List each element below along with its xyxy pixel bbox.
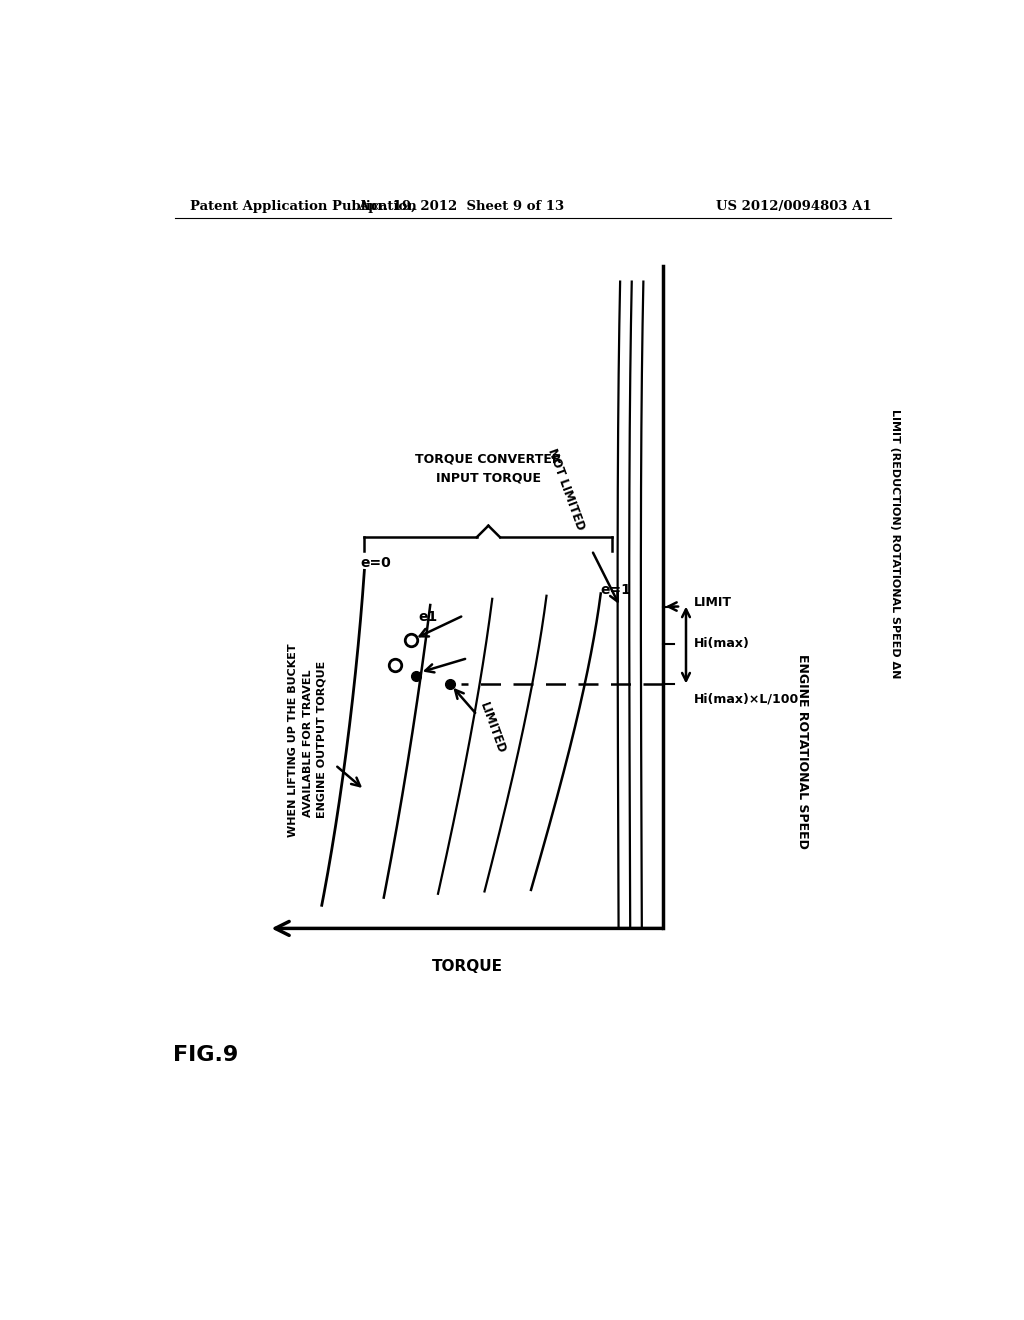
Text: AVAILABLE FOR TRAVEL: AVAILABLE FOR TRAVEL [303,669,312,817]
Text: TORQUE: TORQUE [431,960,503,974]
Text: Hi(max)×L/100: Hi(max)×L/100 [693,693,799,705]
Text: Apr. 19, 2012  Sheet 9 of 13: Apr. 19, 2012 Sheet 9 of 13 [358,199,564,213]
Text: e=0: e=0 [360,556,391,570]
Text: LIMITED: LIMITED [477,701,508,756]
Text: LIMIT (REDUCTION) ROTATIONAL SPEED ΔN: LIMIT (REDUCTION) ROTATIONAL SPEED ΔN [890,409,900,678]
Text: TORQUE CONVERTER: TORQUE CONVERTER [415,453,561,465]
Text: ENGINE OUTPUT TORQUE: ENGINE OUTPUT TORQUE [316,661,327,818]
Text: INPUT TORQUE: INPUT TORQUE [436,471,541,484]
Text: WHEN LIFTING UP THE BUCKET: WHEN LIFTING UP THE BUCKET [288,643,298,837]
Text: e1: e1 [419,610,438,623]
Text: US 2012/0094803 A1: US 2012/0094803 A1 [717,199,872,213]
Text: NOT LIMITED: NOT LIMITED [545,446,587,532]
Text: Hi(max): Hi(max) [693,638,750,649]
Text: e=1: e=1 [601,582,632,597]
Text: FIG.9: FIG.9 [173,1045,239,1065]
Text: LIMIT: LIMIT [693,597,732,610]
Text: Patent Application Publication: Patent Application Publication [190,199,417,213]
Text: ENGINE ROTATIONAL SPEED: ENGINE ROTATIONAL SPEED [796,653,809,849]
